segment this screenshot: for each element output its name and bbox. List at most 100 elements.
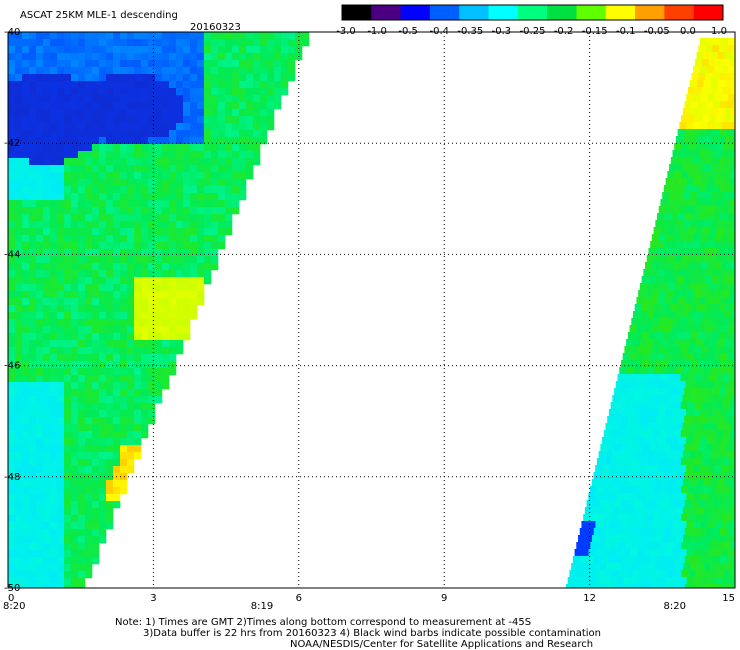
swath-cell	[246, 39, 254, 47]
swath-cell	[591, 507, 600, 515]
swath-cell	[731, 108, 735, 116]
swath-cell	[57, 242, 65, 250]
map-frame	[7, 31, 736, 589]
swath-cell	[50, 340, 58, 348]
swath-cell	[78, 431, 86, 439]
swath-cell	[22, 214, 30, 222]
swath-cell	[92, 32, 100, 40]
swath-cell	[155, 368, 163, 376]
swath-cell	[572, 584, 581, 588]
swath-cell	[113, 74, 121, 82]
swath-cell	[633, 507, 642, 515]
swath-cell	[711, 360, 720, 368]
swath-cell	[183, 256, 191, 264]
swath-cell	[57, 319, 65, 327]
swath-cell	[678, 325, 686, 333]
swath-cell	[624, 458, 633, 466]
swath-cell	[113, 277, 121, 285]
swath-cell	[120, 186, 128, 194]
swath-cell	[78, 368, 86, 376]
swath-cell	[43, 361, 51, 369]
swath-cell	[662, 192, 670, 200]
swath-cell	[8, 291, 16, 299]
swath-cell	[106, 459, 114, 467]
swath-cell	[211, 200, 219, 208]
swath-cell	[685, 381, 694, 389]
swath-cell	[705, 584, 714, 588]
swath-cell	[78, 410, 86, 418]
swath-cell	[714, 150, 722, 158]
swath-cell	[92, 431, 100, 439]
swath-cell	[705, 101, 713, 109]
swath-cell	[57, 557, 65, 565]
swath-cell	[113, 368, 121, 376]
swath-cell	[646, 255, 655, 263]
swath-cell	[232, 53, 240, 61]
swath-cell	[113, 39, 121, 47]
swath-cell	[57, 298, 65, 306]
swath-cell	[609, 577, 617, 585]
swath-cell	[671, 409, 680, 417]
swath-cell	[176, 277, 184, 285]
swath-cell	[630, 549, 638, 557]
swath-cell	[727, 381, 735, 389]
swath-cell	[15, 235, 23, 243]
swath-cell	[134, 207, 142, 215]
swath-cell	[595, 521, 603, 529]
swath-cell	[672, 234, 681, 242]
swath-cell	[99, 207, 107, 215]
swath-cell	[162, 340, 170, 348]
swath-cell	[120, 487, 128, 495]
swath-cell	[707, 178, 715, 186]
swath-cell	[29, 382, 37, 390]
swath-cell	[705, 388, 713, 396]
swath-cell	[92, 228, 100, 236]
swath-cell	[665, 549, 673, 557]
swath-cell	[685, 353, 693, 361]
swath-cell	[64, 550, 72, 558]
swath-cell	[729, 87, 735, 95]
swath-cell	[183, 200, 191, 208]
swath-cell	[260, 95, 268, 103]
swath-cell	[106, 67, 114, 75]
swath-cell	[197, 200, 205, 208]
swath-cell	[85, 571, 93, 579]
swath-cell	[29, 158, 37, 166]
swath-cell	[239, 74, 247, 82]
swath-cell	[148, 123, 156, 131]
swath-cell	[64, 88, 72, 96]
swath-cell	[92, 277, 100, 285]
swath-cell	[50, 424, 58, 432]
swath-cell	[733, 388, 735, 396]
swath-cell	[113, 410, 121, 418]
swath-cell	[671, 297, 679, 305]
swath-cell	[106, 368, 114, 376]
swath-cell	[647, 395, 655, 403]
swath-cell	[623, 521, 631, 529]
swath-cell	[653, 514, 661, 522]
swath-cell	[36, 536, 44, 544]
swath-cell	[15, 151, 23, 159]
swath-cell	[679, 493, 687, 501]
swath-cell	[64, 424, 72, 432]
swath-cell	[141, 88, 149, 96]
swath-cell	[703, 108, 712, 116]
swath-cell	[71, 564, 79, 572]
swath-cell	[85, 137, 93, 145]
swath-cell	[274, 60, 282, 68]
swath-cell	[703, 507, 712, 515]
swath-cell	[134, 347, 142, 355]
swath-cell	[78, 207, 86, 215]
swath-cell	[71, 438, 79, 446]
swath-cell	[674, 542, 682, 550]
swath-cell	[134, 368, 142, 376]
swath-cell	[127, 88, 135, 96]
swath-cell	[36, 340, 44, 348]
swath-cell	[671, 269, 679, 277]
swath-cell	[643, 297, 651, 305]
swath-cell	[694, 430, 703, 438]
swath-cell	[183, 305, 191, 313]
swath-cell	[155, 151, 163, 159]
swath-cell	[85, 39, 93, 47]
swath-cell	[707, 94, 715, 102]
